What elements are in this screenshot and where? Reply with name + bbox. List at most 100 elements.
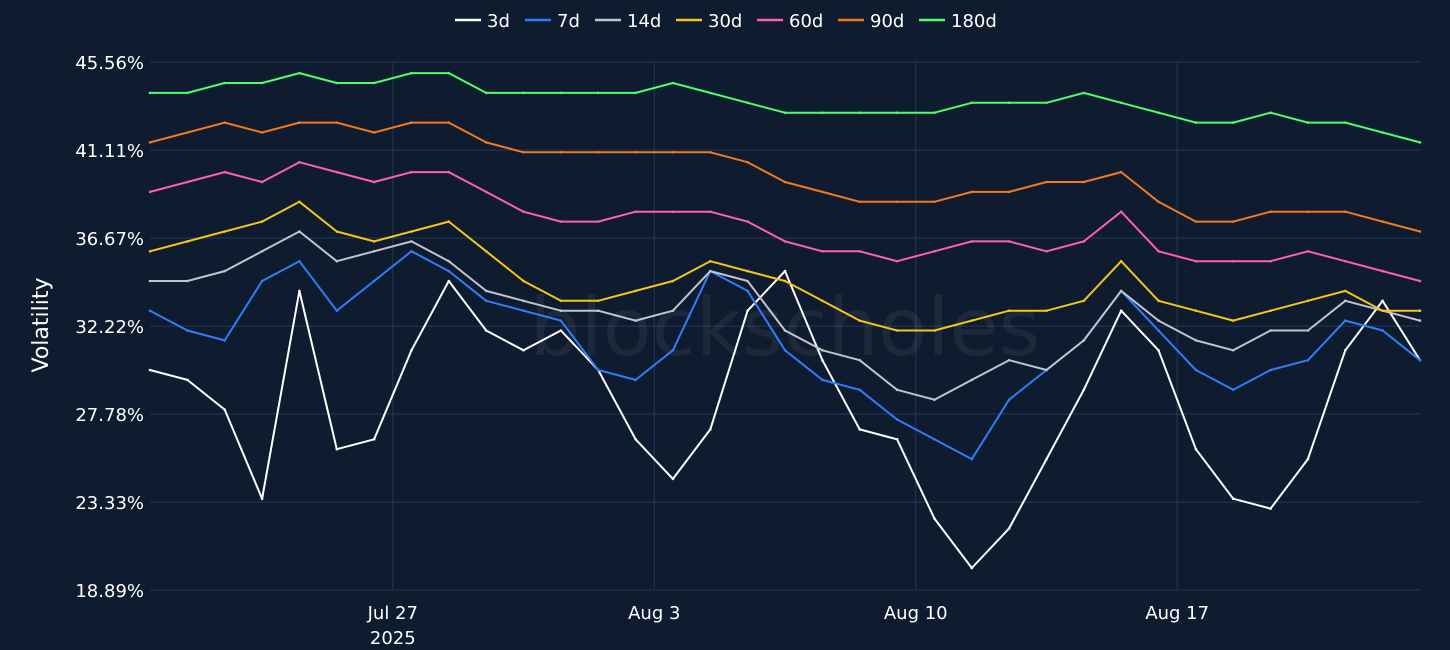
data-point-180d	[858, 111, 861, 114]
data-point-7d	[522, 309, 525, 313]
legend-label: 90d	[870, 11, 904, 32]
data-point-7d	[335, 309, 339, 313]
data-point-3d	[709, 428, 712, 431]
legend-item-30d[interactable]: 30d	[676, 11, 742, 32]
x-tick-label: Aug 10	[884, 603, 948, 624]
data-point-60d	[858, 250, 861, 253]
data-point-3d	[260, 497, 264, 501]
data-point-30d	[335, 230, 339, 233]
data-point-7d	[1231, 388, 1235, 392]
data-point-7d	[484, 299, 488, 303]
data-point-60d	[1344, 259, 1347, 263]
x-tick-label: Jul 27	[367, 603, 418, 624]
data-point-14d	[335, 259, 339, 263]
data-point-7d	[1194, 368, 1198, 372]
data-point-3d	[858, 428, 861, 431]
data-point-14d	[186, 279, 189, 283]
series-30d	[148, 200, 1422, 332]
data-point-30d	[522, 279, 525, 283]
data-point-90d	[1119, 170, 1123, 174]
data-point-3d	[970, 566, 974, 570]
data-point-180d	[522, 91, 525, 95]
legend-item-60d[interactable]: 60d	[757, 11, 823, 32]
data-point-14d	[298, 230, 301, 233]
data-point-7d	[372, 279, 376, 283]
data-point-60d	[1418, 279, 1422, 283]
data-point-14d	[709, 269, 712, 273]
data-point-14d	[223, 269, 226, 273]
data-point-3d	[1231, 497, 1235, 501]
legend-item-3d[interactable]: 3d	[455, 11, 510, 32]
data-point-14d	[821, 349, 824, 352]
data-point-180d	[1306, 121, 1310, 124]
data-point-7d	[1344, 319, 1347, 322]
data-point-180d	[260, 81, 264, 85]
data-point-30d	[1045, 309, 1048, 313]
series-14d	[148, 230, 1422, 402]
data-point-3d	[410, 349, 413, 352]
data-point-3d	[522, 349, 525, 352]
data-point-30d	[895, 329, 899, 332]
y-tick-label: 32.22%	[75, 317, 144, 338]
data-point-7d	[1157, 329, 1160, 332]
watermark: blockscholes	[530, 281, 1041, 374]
data-point-180d	[783, 111, 787, 114]
data-point-90d	[1157, 200, 1160, 204]
data-point-7d	[746, 289, 749, 293]
data-point-30d	[1194, 309, 1198, 313]
series-180d	[148, 71, 1422, 144]
legend-label: 30d	[708, 11, 742, 32]
data-point-7d	[260, 279, 264, 283]
legend-item-7d[interactable]: 7d	[525, 11, 580, 32]
data-point-60d	[1194, 259, 1198, 263]
data-point-30d	[559, 299, 563, 303]
data-point-3d	[1344, 349, 1347, 352]
data-point-7d	[447, 269, 451, 273]
data-point-180d	[186, 91, 189, 95]
data-point-90d	[1306, 210, 1310, 213]
data-point-7d	[596, 368, 600, 372]
data-point-180d	[559, 91, 563, 95]
data-point-30d	[970, 319, 974, 322]
data-point-7d	[1381, 329, 1384, 332]
data-point-14d	[746, 279, 749, 283]
data-point-14d	[671, 309, 675, 313]
data-point-90d	[1344, 210, 1347, 213]
data-point-180d	[1119, 101, 1123, 105]
data-point-7d	[1007, 398, 1011, 402]
data-point-30d	[933, 329, 936, 332]
data-point-14d	[1194, 339, 1198, 342]
series-60d	[148, 160, 1422, 283]
legend-item-90d[interactable]: 90d	[838, 11, 904, 32]
data-point-30d	[746, 269, 749, 273]
data-point-7d	[186, 329, 189, 332]
data-point-90d	[447, 121, 451, 124]
data-point-30d	[821, 299, 824, 303]
data-point-3d	[223, 408, 226, 411]
data-point-14d	[634, 319, 637, 322]
data-point-7d	[671, 349, 675, 352]
data-point-3d	[559, 329, 563, 332]
data-point-14d	[260, 250, 264, 253]
data-point-60d	[372, 180, 376, 184]
data-point-60d	[447, 170, 451, 174]
data-point-14d	[148, 279, 152, 283]
data-point-90d	[596, 151, 600, 154]
data-point-7d	[1269, 368, 1272, 372]
data-point-7d	[298, 259, 301, 263]
legend-label: 60d	[789, 11, 823, 32]
x-tick-label: Aug 3	[628, 603, 680, 624]
data-point-90d	[522, 151, 525, 154]
data-point-30d	[1381, 309, 1384, 313]
data-point-14d	[933, 398, 936, 402]
legend-item-14d[interactable]: 14d	[595, 11, 661, 32]
data-point-180d	[372, 81, 376, 85]
legend-item-180d[interactable]: 180d	[919, 11, 997, 32]
data-point-14d	[1119, 289, 1123, 293]
data-point-3d	[1269, 507, 1272, 510]
data-point-30d	[858, 319, 861, 322]
x-axis-ticks: Jul 27 2025 Aug 3 Aug 10 Aug 17	[367, 603, 1209, 649]
data-point-180d	[298, 71, 301, 75]
data-point-180d	[1082, 91, 1086, 95]
data-point-90d	[746, 160, 749, 164]
